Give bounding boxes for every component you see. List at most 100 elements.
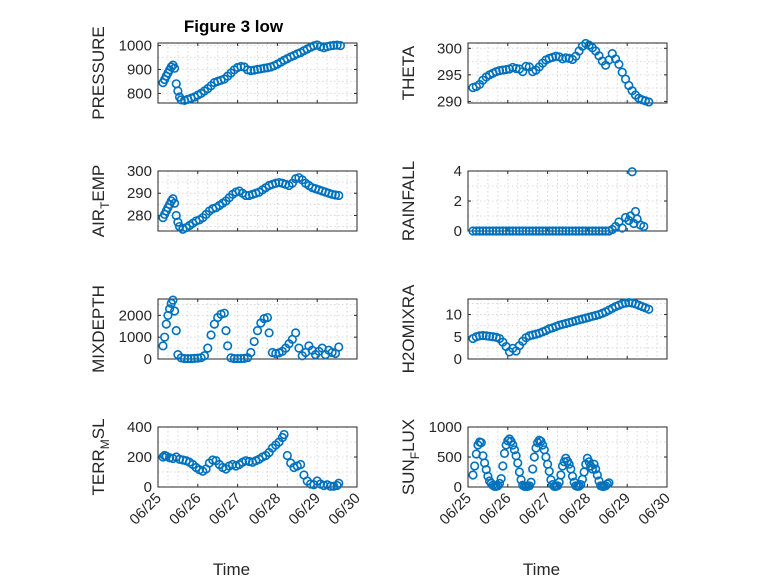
data-point <box>483 471 493 481</box>
data-point <box>602 479 612 489</box>
data-point <box>518 226 528 236</box>
y-axis-label: H2OMIXRA <box>399 284 418 373</box>
data-point <box>557 226 568 236</box>
data-point <box>165 304 175 314</box>
data-point <box>262 312 273 323</box>
axes-frame <box>467 42 668 104</box>
data-point <box>494 226 505 236</box>
data-point <box>501 226 511 236</box>
data-point <box>259 63 269 73</box>
series-markers <box>158 295 344 364</box>
x-tick-label: 06/29 <box>595 490 634 529</box>
subplot-3: 280 290 300 AIRTEMP <box>89 163 358 237</box>
data-point <box>528 226 538 236</box>
data-point <box>484 226 495 236</box>
data-point <box>334 342 344 352</box>
data-point <box>564 459 574 469</box>
data-point <box>158 341 168 351</box>
x-tick-label: 06/26 <box>166 490 205 529</box>
y-tick-label: 900 <box>127 61 152 78</box>
subplot-1: 800 900 1000 PRESSURE Figure 3 low <box>89 17 358 120</box>
axes-box <box>467 298 668 360</box>
data-point <box>332 480 342 491</box>
data-point <box>617 223 627 233</box>
grid-lines <box>468 299 667 359</box>
data-point <box>221 326 231 336</box>
data-point <box>246 65 256 76</box>
data-point <box>584 457 594 467</box>
data-point <box>529 452 539 462</box>
x-tick-label: 06/27 <box>516 490 555 529</box>
data-point <box>476 438 486 448</box>
data-point <box>169 198 180 208</box>
data-point <box>564 226 574 236</box>
data-point <box>513 458 523 468</box>
data-point <box>484 331 495 341</box>
data-point <box>587 464 597 474</box>
x-axis-label: Time <box>523 560 560 579</box>
subplot-5: 0 1000 2000 MIXDEPTH <box>89 285 358 373</box>
data-point <box>279 429 289 440</box>
grid-lines <box>468 427 667 487</box>
y-tick-label: 0 <box>144 351 152 368</box>
data-point <box>494 66 505 76</box>
series-markers <box>158 173 344 234</box>
data-point <box>556 470 566 480</box>
x-axis-label: Time <box>213 560 250 579</box>
data-point <box>186 353 196 364</box>
data-point <box>526 477 536 487</box>
data-point <box>296 459 306 470</box>
data-point <box>478 330 488 341</box>
axes-frame <box>157 42 358 104</box>
data-point <box>169 63 180 73</box>
data-point <box>252 64 263 74</box>
data-point <box>219 308 229 318</box>
data-point <box>168 295 178 305</box>
data-point <box>597 226 607 236</box>
data-point <box>521 226 531 236</box>
data-point <box>264 328 274 338</box>
data-point <box>589 459 599 469</box>
data-point <box>639 221 649 232</box>
axes-frame <box>157 298 358 360</box>
y-tick-label: 400 <box>127 419 152 436</box>
data-point <box>591 226 601 236</box>
grid-lines <box>158 299 357 359</box>
y-tick-label: 295 <box>437 67 462 84</box>
y-axis-label: PRESSURE <box>89 26 108 120</box>
data-point <box>531 226 541 236</box>
y-tick-label: 2 <box>454 193 462 210</box>
data-point <box>330 190 341 200</box>
y-tick-label: 500 <box>437 449 462 466</box>
data-point <box>252 326 263 336</box>
data-point <box>547 226 558 236</box>
data-point <box>325 41 336 51</box>
data-point <box>325 481 336 491</box>
data-point <box>594 226 604 236</box>
data-point <box>176 95 186 105</box>
data-point <box>644 97 654 107</box>
series-markers <box>468 38 654 107</box>
data-point <box>551 226 561 236</box>
y-tick-label: 1000 <box>119 37 152 54</box>
data-point <box>644 304 654 314</box>
data-point <box>334 478 344 488</box>
data-point <box>471 226 481 236</box>
x-tick-label: 06/28 <box>246 490 285 529</box>
data-point <box>291 328 301 338</box>
data-point <box>282 450 292 461</box>
data-point <box>498 65 508 75</box>
data-point <box>169 306 180 316</box>
x-tick-label: 06/27 <box>206 490 245 529</box>
data-point <box>591 464 601 474</box>
series-markers <box>468 167 649 236</box>
data-point <box>173 217 183 227</box>
data-point <box>574 226 584 236</box>
data-point <box>538 226 548 236</box>
data-point <box>475 331 485 341</box>
y-tick-label: 5 <box>454 329 462 346</box>
data-point <box>249 336 259 347</box>
data-point <box>620 298 631 308</box>
series-markers <box>158 40 346 105</box>
